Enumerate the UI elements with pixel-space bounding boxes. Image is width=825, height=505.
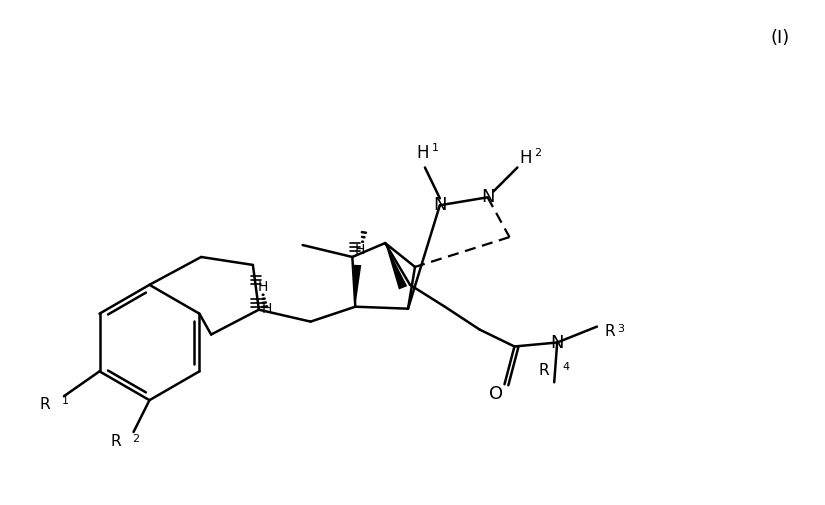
Text: H: H xyxy=(519,148,531,167)
Text: 4: 4 xyxy=(562,363,569,372)
Text: O: O xyxy=(489,385,503,403)
Text: H: H xyxy=(355,243,365,257)
Text: (I): (I) xyxy=(771,29,790,47)
Text: R: R xyxy=(111,434,121,449)
Text: R: R xyxy=(539,363,549,378)
Text: H: H xyxy=(257,280,268,294)
Text: H: H xyxy=(262,301,272,316)
Text: 3: 3 xyxy=(617,324,624,334)
Text: 2: 2 xyxy=(535,147,541,158)
Polygon shape xyxy=(385,243,408,289)
Text: N: N xyxy=(550,333,564,351)
Text: R: R xyxy=(40,396,50,412)
Text: 1: 1 xyxy=(62,396,69,406)
Polygon shape xyxy=(353,265,361,307)
Text: 1: 1 xyxy=(432,142,439,153)
Text: R: R xyxy=(605,324,615,339)
Text: N: N xyxy=(481,188,494,207)
Text: 2: 2 xyxy=(133,434,139,444)
Text: N: N xyxy=(433,196,446,214)
Text: H: H xyxy=(417,143,429,162)
